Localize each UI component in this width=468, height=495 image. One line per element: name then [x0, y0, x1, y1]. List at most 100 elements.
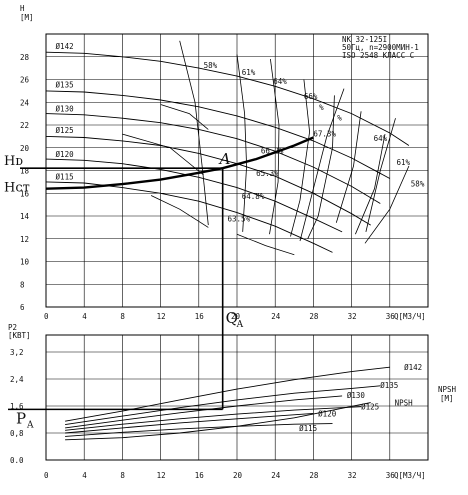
power-curve [65, 385, 381, 426]
power-x-tick: 24 [271, 471, 281, 480]
npsh-axis-unit: [M] [440, 394, 454, 403]
head-curve [45, 181, 333, 253]
efficiency-label: % [319, 103, 324, 112]
power-y-tick: 0.0 [10, 456, 24, 465]
power-curve-label: Ø142 [404, 363, 422, 372]
efficiency-label: 65.3% [256, 169, 279, 178]
efficiency-label: 61% [242, 68, 256, 77]
head-y-axis-label: H [20, 4, 25, 13]
head-y-tick: 16 [20, 189, 30, 198]
power-y-tick: 2,4 [10, 375, 24, 384]
power-curve-label: Ø135 [380, 381, 398, 390]
efficiency-isoline [269, 58, 280, 235]
efficiency-label: % [337, 113, 342, 122]
head-x-label: Q[M3/Ч] [394, 312, 426, 321]
power-y-tick: 3,2 [10, 348, 24, 357]
efficiency-label: 64.8% [242, 192, 265, 201]
power-x-tick: 36 [386, 471, 396, 480]
efficiency-isoline [160, 104, 209, 130]
power-y-tick: 0,8 [10, 429, 24, 438]
power-duty-label: P [16, 409, 26, 427]
power-x-tick: 32 [348, 471, 357, 480]
power-x-label: Q[M3/Ч] [394, 471, 426, 480]
head-curve-label: Ø120 [56, 150, 75, 159]
head-curve-label: Ø142 [56, 42, 74, 51]
efficiency-isoline [307, 95, 335, 239]
head-y-axis-unit: [M] [20, 13, 34, 22]
head-curve [45, 90, 391, 179]
power-x-tick: 16 [195, 471, 205, 480]
pump-title-line: ISO 2548 КЛАСС C [342, 51, 414, 60]
head-y-tick: 28 [20, 53, 30, 62]
operating-point-label: A [218, 150, 231, 168]
head-curve-label: Ø130 [56, 104, 75, 113]
head-x-tick: 8 [120, 312, 125, 321]
head-y-tick: 10 [20, 258, 30, 267]
head-curve [45, 51, 410, 146]
efficiency-isoline [236, 54, 248, 232]
flow-duty-subscript: A [236, 320, 244, 330]
head-x-tick: 16 [195, 312, 205, 321]
head-panel: Ø142Ø135Ø130Ø125Ø120Ø11558%61%64%66%%%67… [4, 4, 429, 330]
head-y-tick: 26 [20, 76, 30, 85]
head-curve-label: Ø115 [56, 173, 74, 182]
efficiency-label: 64% [273, 77, 287, 86]
efficiency-isoline [236, 233, 295, 256]
head-y-tick: 6 [20, 303, 25, 312]
efficiency-isoline [364, 165, 410, 244]
head-x-tick: 24 [271, 312, 281, 321]
power-x-tick: 20 [233, 471, 243, 480]
head-curve-label: Ø135 [56, 81, 74, 90]
efficiency-isoline [290, 79, 311, 237]
head-x-tick: 4 [82, 312, 87, 321]
head-x-tick: 20 [231, 312, 241, 321]
efficiency-isoline [335, 111, 362, 223]
head-x-tick: 12 [157, 312, 166, 321]
head-y-tick: 22 [20, 121, 29, 130]
npsh-curve-label: NPSH [395, 399, 414, 408]
power-curve [65, 423, 333, 437]
head-y-tick: 12 [20, 235, 29, 244]
head-curve [45, 158, 343, 233]
head-x-tick: 28 [309, 312, 319, 321]
head-x-tick: 0 [44, 312, 49, 321]
efficiency-label: 64% [374, 134, 388, 143]
head-y-tick: 20 [20, 144, 30, 153]
head-duty-label: Hᴅ [4, 154, 23, 169]
flow-duty-label: Q [226, 309, 238, 327]
power-duty-subscript: A [26, 420, 34, 430]
power-y-tick: 1,6 [10, 402, 24, 411]
head-curve-label: Ø125 [56, 126, 74, 135]
power-x-tick: 8 [120, 471, 125, 480]
head-curve [45, 135, 371, 226]
head-x-tick: 36 [386, 312, 396, 321]
efficiency-isoline [179, 40, 209, 226]
power-curve-label: Ø130 [347, 391, 366, 400]
head-y-tick: 18 [20, 167, 30, 176]
efficiency-isoline [365, 118, 396, 232]
head-y-tick: 8 [20, 280, 25, 289]
efficiency-isoline [150, 195, 209, 228]
power-y-axis-unit: [KBT] [8, 331, 31, 340]
head-curve [45, 113, 381, 204]
power-curve [65, 366, 390, 422]
head-y-tick: 14 [20, 212, 30, 221]
efficiency-label: 63.5% [227, 215, 250, 224]
pump-title-line: NK 32-125I [342, 35, 387, 44]
power-curve-label: Ø120 [318, 409, 337, 418]
power-curve [65, 406, 362, 431]
npsh-axis-label: NPSH [438, 385, 457, 394]
efficiency-label: 61% [396, 158, 410, 167]
power-x-tick: 0 [44, 471, 49, 480]
power-x-tick: 28 [309, 471, 319, 480]
static-head-label: Hст [4, 180, 30, 195]
power-curve-label: Ø115 [299, 424, 317, 433]
power-x-tick: 4 [82, 471, 87, 480]
head-x-tick: 32 [348, 312, 357, 321]
efficiency-label: 66% [304, 92, 318, 101]
power-x-tick: 12 [157, 471, 166, 480]
efficiency-label: 66.2% [261, 146, 284, 155]
pump-title-line: 50Гц, n=2900МИН-1 [342, 43, 419, 52]
